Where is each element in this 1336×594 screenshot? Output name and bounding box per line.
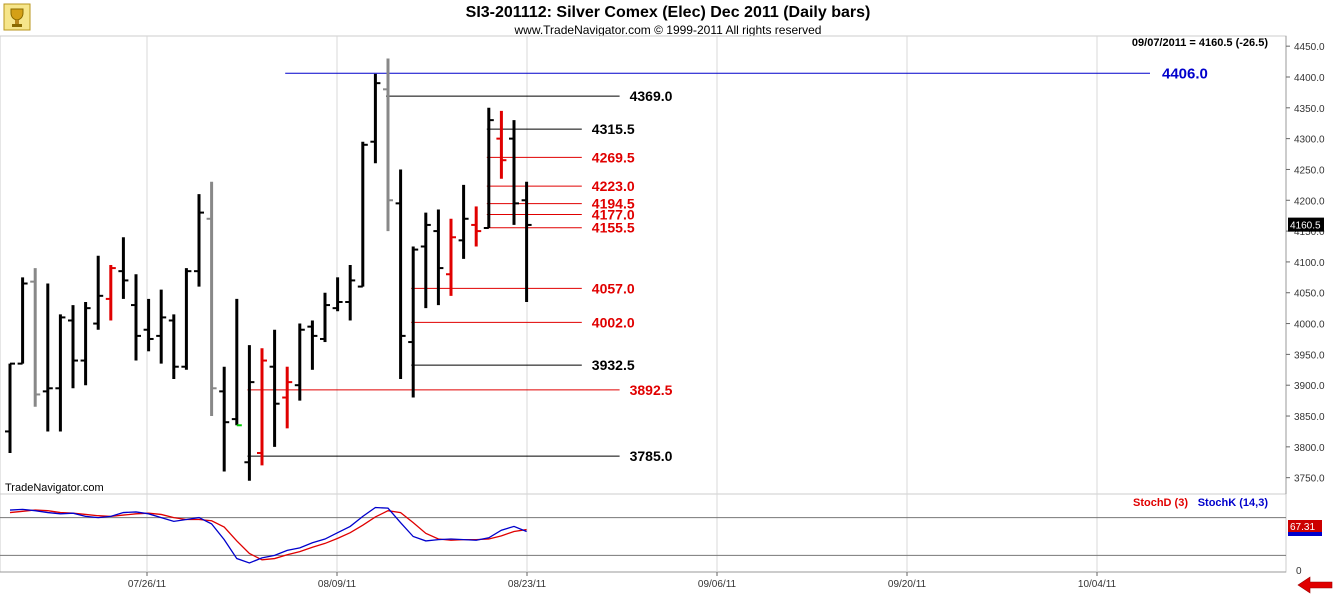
price-level-label: 4194.5	[592, 196, 635, 212]
ohlc-bar	[282, 366, 293, 429]
ohlc-bar	[357, 141, 368, 288]
price-level-label: 4155.5	[592, 220, 635, 236]
price-level-label: 4315.5	[592, 121, 635, 137]
ohlc-bar	[294, 323, 305, 401]
ohlc-bar	[521, 181, 532, 302]
ohlc-bar	[483, 107, 494, 230]
stoch-current-marker: 67.31	[1288, 520, 1322, 536]
ohlc-bar	[269, 329, 280, 447]
price-level-label: 3932.5	[592, 357, 635, 373]
price-tick-label: 3750.0	[1294, 474, 1325, 485]
ohlc-bar	[345, 265, 356, 321]
ohlc-bar	[131, 274, 141, 361]
stoch-k-line	[9, 506, 527, 564]
ohlc-bar	[105, 265, 116, 321]
stoch-current-label: 67.31	[1290, 522, 1315, 533]
price-level-label: 3785.0	[630, 448, 673, 464]
price-tick-label: 4050.0	[1294, 289, 1325, 300]
stochastic-panel	[0, 493, 1287, 573]
price-tick-label: 4300.0	[1294, 135, 1325, 146]
date-label: 10/04/11	[1078, 579, 1117, 590]
price-level-label: 4269.5	[592, 149, 635, 165]
stoch-axis-tick: 0	[1296, 566, 1302, 577]
ohlc-bar	[206, 181, 217, 417]
ohlc-bar	[458, 184, 469, 259]
left-arrow-icon[interactable]	[1297, 576, 1333, 594]
ohlc-bar	[181, 268, 192, 370]
ohlc-bar	[80, 301, 91, 386]
ohlc-bar	[118, 237, 129, 299]
price-level-label: 4177.0	[592, 206, 635, 222]
price-level-label: 4369.0	[630, 88, 673, 104]
ohlc-bar	[509, 120, 519, 225]
price-readout: 09/07/2011 = 4160.5 (-26.5)	[1132, 37, 1268, 49]
ohlc-bar	[168, 314, 179, 380]
ohlc-bar	[17, 277, 28, 365]
ohlc-bar	[68, 305, 78, 389]
price-level-label: 4057.0	[592, 280, 635, 296]
ohlc-bar	[143, 298, 154, 352]
price-level-label: 4002.0	[592, 314, 635, 330]
price-panel	[0, 35, 1287, 495]
price-level-label: 4406.0	[1162, 65, 1208, 82]
date-label: 09/20/11	[888, 579, 927, 590]
price-tick-label: 4150.0	[1294, 227, 1325, 238]
ohlc-bar	[383, 58, 393, 232]
ohlc-bar	[55, 314, 66, 432]
ohlc-bar	[320, 292, 330, 343]
date-label: 08/09/11	[318, 579, 357, 590]
price-tick-label: 4450.0	[1294, 42, 1325, 53]
stoch-d-legend: StochD (3)	[1133, 497, 1188, 509]
ohlc-bar	[446, 218, 456, 296]
price-tick-label: 3800.0	[1294, 443, 1325, 454]
trophy-icon[interactable]	[3, 3, 31, 31]
ohlc-bar	[93, 255, 104, 330]
watermark: TradeNavigator.com	[5, 482, 104, 494]
ohlc-bar	[42, 283, 53, 432]
ohlc-bar	[219, 366, 230, 472]
ohlc-bar	[395, 169, 406, 380]
price-level-label: 4223.0	[592, 178, 635, 194]
price-tick-label: 3850.0	[1294, 412, 1325, 423]
ohlc-bar	[231, 298, 242, 427]
price-level-label: 3892.5	[630, 382, 673, 398]
stoch-k-legend: StochK (14,3)	[1198, 497, 1269, 509]
ohlc-bar	[332, 277, 343, 312]
price-tick-label: 4000.0	[1294, 320, 1325, 331]
date-label: 07/26/11	[128, 579, 167, 590]
ohlc-bar	[244, 345, 255, 481]
date-label: 08/23/11	[508, 579, 547, 590]
price-tick-label: 4250.0	[1294, 165, 1325, 176]
ohlc-bar	[194, 194, 204, 287]
price-tick-label: 4200.0	[1294, 196, 1325, 207]
price-tick-label: 4400.0	[1294, 73, 1325, 84]
price-tick-label: 3950.0	[1294, 350, 1325, 361]
price-tick-label: 3900.0	[1294, 381, 1325, 392]
price-tick-label: 4350.0	[1294, 104, 1325, 115]
ohlc-bar	[5, 362, 15, 454]
ohlc-bar	[156, 289, 167, 364]
ohlc-bar	[408, 246, 419, 398]
ohlc-bar	[420, 212, 431, 309]
ohlc-bar	[30, 268, 41, 407]
date-label: 09/06/11	[698, 579, 737, 590]
chart-title: SI3-201112: Silver Comex (Elec) Dec 2011…	[466, 4, 871, 21]
current-price-marker: 4160.5	[1288, 217, 1324, 232]
ohlc-bar	[370, 73, 381, 164]
ohlc-bar	[257, 348, 267, 466]
ohlc-bar	[433, 209, 444, 306]
chart-subtitle: www.TradeNavigator.com © 1999-2011 All r…	[514, 23, 822, 37]
price-tick-label: 4100.0	[1294, 258, 1325, 269]
ohlc-bar	[471, 206, 482, 247]
current-price-label: 4160.5	[1290, 221, 1321, 232]
ohlc-bar	[496, 110, 507, 179]
ohlc-bar	[307, 320, 318, 370]
